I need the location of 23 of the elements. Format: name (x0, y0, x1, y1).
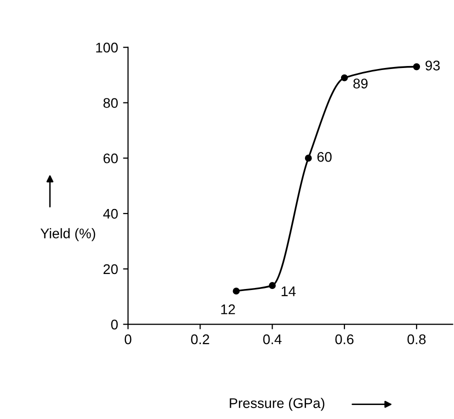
x-tick-label: 0.8 (407, 334, 426, 344)
data-label: 14 (282, 286, 296, 296)
y-axis-title: Yield (%) (40, 228, 96, 242)
x-tick-label: 0.2 (191, 334, 210, 344)
y-tick-label: 20 (104, 264, 118, 274)
data-label: 12 (221, 304, 235, 314)
x-axis-title: Pressure (GPa) (230, 398, 324, 411)
x-tick-label: 0.4 (263, 334, 282, 344)
y-tick-label: 60 (104, 153, 118, 164)
data-label: 60 (317, 152, 332, 162)
y-tick-label: 0 (111, 320, 118, 330)
y-tick-label: 100 (96, 42, 118, 53)
point (304, 154, 312, 162)
point (340, 74, 348, 82)
y-tick-label: 40 (103, 208, 118, 219)
y-tick-label: 80 (103, 98, 118, 108)
data-label: 93 (426, 60, 440, 70)
x-tick-label: 0.6 (335, 334, 354, 344)
x-tick-label: 0 (124, 334, 132, 344)
point (232, 288, 240, 295)
data-label: 89 (353, 78, 368, 88)
point (413, 63, 420, 70)
point (268, 282, 276, 290)
